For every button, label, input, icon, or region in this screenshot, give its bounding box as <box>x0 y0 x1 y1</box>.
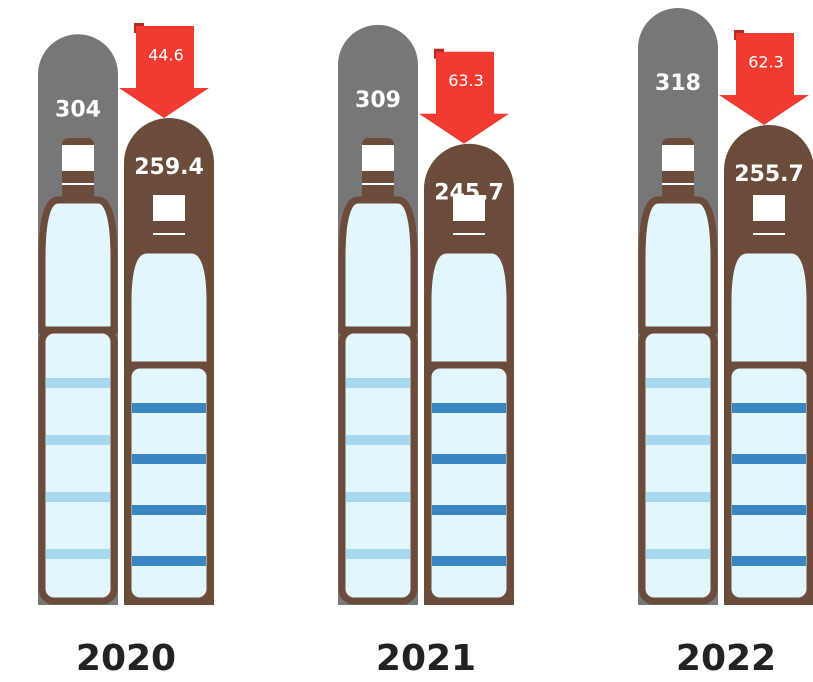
bottle-stripe <box>732 454 806 464</box>
bottle-stripe <box>46 549 110 559</box>
bottle-shoulder <box>638 196 718 334</box>
value-label: 304 <box>55 97 101 122</box>
value-label: 318 <box>655 71 701 96</box>
arrow <box>719 32 809 125</box>
bottle-stripe <box>346 378 410 388</box>
bottle-stripe <box>132 403 206 413</box>
bottle-body <box>424 361 514 605</box>
bottle-shoulder <box>724 246 813 369</box>
bottle-stripe <box>646 492 710 502</box>
bottle-stripe <box>46 435 110 445</box>
bottle-cap <box>753 195 785 221</box>
bottle-stripe <box>732 505 806 515</box>
bottle-cap <box>662 145 694 171</box>
x-tick-label: 2021 <box>376 638 476 679</box>
value-label: 259.4 <box>134 155 204 180</box>
bottle-stripe <box>646 549 710 559</box>
bottle-body <box>338 326 418 605</box>
bottle-cap <box>453 195 485 221</box>
bottle-cap <box>153 195 185 221</box>
bottle-stripe <box>646 435 710 445</box>
bottle-stripe <box>432 505 506 515</box>
x-tick-label: 2022 <box>676 638 776 679</box>
arrow <box>419 51 509 144</box>
arrow <box>119 26 209 119</box>
bottle-body <box>724 361 813 605</box>
bottle-body <box>638 326 718 605</box>
value-label: 245.7 <box>434 181 504 206</box>
bottle-stripe <box>432 454 506 464</box>
bottle-stripe <box>732 556 806 566</box>
difference-arrow: 63.3 <box>419 48 509 144</box>
bottle-shoulder <box>424 246 514 369</box>
difference-label: 62.3 <box>748 52 784 71</box>
bottle-stripe <box>132 505 206 515</box>
bottle-shoulder <box>38 196 118 334</box>
bottle-body <box>124 361 214 605</box>
bottle-shoulder <box>338 196 418 334</box>
bottle-cap <box>62 145 94 171</box>
bottle-stripe <box>732 403 806 413</box>
bottle-stripe <box>132 454 206 464</box>
value-label: 309 <box>355 88 401 113</box>
value-label: 255.7 <box>734 162 804 187</box>
difference-label: 63.3 <box>448 71 484 90</box>
bottle-stripe <box>646 378 710 388</box>
difference-arrow: 44.6 <box>119 23 209 119</box>
bottle-cap <box>362 145 394 171</box>
bottle-stripe <box>346 435 410 445</box>
difference-arrow: 62.3 <box>719 29 809 125</box>
bottle-stripe <box>46 378 110 388</box>
bottle-shoulder <box>124 246 214 369</box>
difference-label: 44.6 <box>148 46 184 65</box>
bottle-stripe <box>346 549 410 559</box>
bottle-stripe <box>132 556 206 566</box>
bottle-body <box>38 326 118 605</box>
bottle-stripe <box>432 556 506 566</box>
x-tick-label: 2020 <box>76 638 176 679</box>
bottle-stripe <box>46 492 110 502</box>
bottle-stripe <box>432 403 506 413</box>
bottle-stripe <box>346 492 410 502</box>
